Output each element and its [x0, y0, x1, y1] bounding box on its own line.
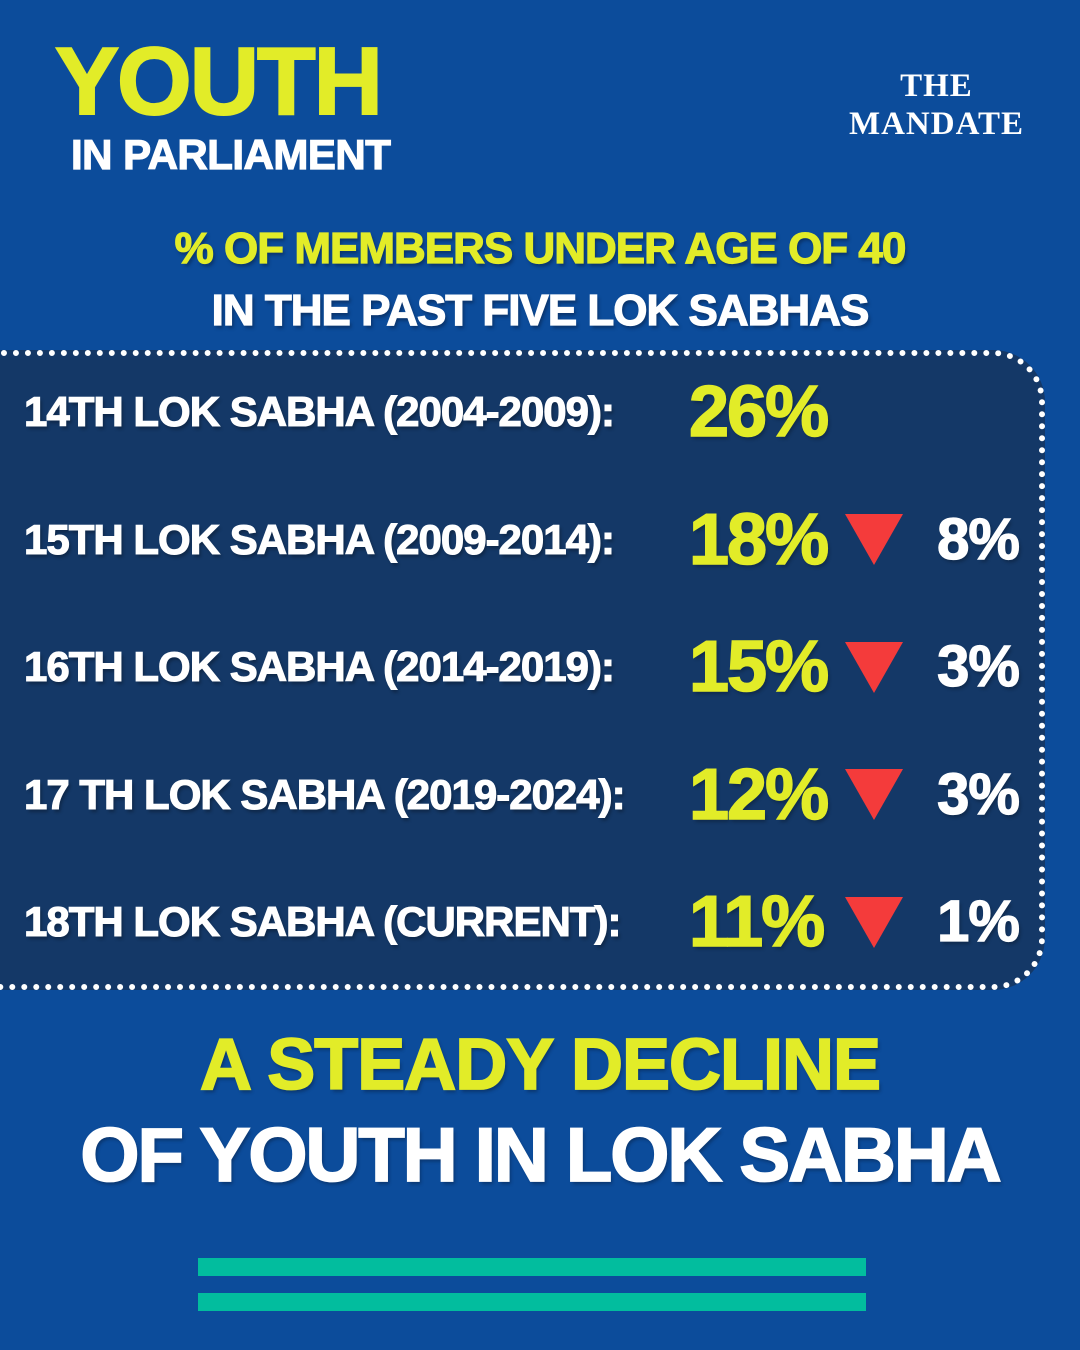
stat-values: 11% 1%: [688, 882, 1021, 962]
stat-value: 15%: [688, 627, 830, 707]
stat-value: 12%: [688, 754, 830, 835]
page-subtitle: IN PARLIAMENT: [70, 131, 391, 178]
stat-delta: 3%: [937, 761, 1021, 827]
stat-row: 15TH LOK SABHA (2009-2014): 18% 8%: [23, 499, 1021, 580]
brand-logo-line1: THE: [900, 68, 973, 104]
stat-row: 17 TH LOK SABHA (2019-2024): 12% 3%: [23, 754, 1021, 835]
stat-label: 14TH LOK SABHA (2004-2009):: [23, 387, 615, 435]
decline-triangle-icon: [845, 514, 903, 565]
divider-bar: [198, 1258, 866, 1276]
stats-panel: 14TH LOK SABHA (2004-2009): 26% 15TH LOK…: [0, 350, 1045, 990]
stat-values: 12% 3%: [688, 754, 1021, 835]
intro-subheading: IN THE PAST FIVE LOK SABHAS: [211, 285, 870, 335]
stat-label: 17 TH LOK SABHA (2019-2024):: [23, 770, 626, 818]
brand-logo-line2: MANDATE: [848, 105, 1024, 142]
brand-logo: THE MANDATE: [849, 68, 1024, 144]
stat-label: 18TH LOK SABHA (CURRENT):: [23, 897, 622, 945]
stat-label: 15TH LOK SABHA (2009-2014):: [23, 515, 615, 563]
decline-triangle-icon: [845, 896, 903, 948]
stat-delta: 1%: [937, 889, 1021, 954]
decline-triangle-icon: [845, 769, 903, 820]
intro-heading: % OF MEMBERS UNDER AGE OF 40: [174, 223, 907, 273]
stat-row: 16TH LOK SABHA (2014-2019): 15% 3%: [23, 627, 1021, 707]
stat-value: 11%: [688, 882, 826, 962]
footer-heading: A STEADY DECLINE: [199, 1024, 882, 1106]
stat-row: 14TH LOK SABHA (2004-2009): 26%: [23, 372, 1019, 452]
stat-values: 15% 3%: [688, 627, 1021, 707]
stat-value: 18%: [688, 499, 830, 580]
stat-values: 26%: [688, 372, 1019, 452]
intro-block: % OF MEMBERS UNDER AGE OF 40 IN THE PAST…: [0, 223, 1080, 336]
decline-triangle-icon: [845, 641, 903, 693]
page-title: YOUTH: [54, 28, 384, 135]
stat-delta: 8%: [937, 506, 1021, 572]
title-block: YOUTH IN PARLIAMENT: [54, 28, 391, 178]
footer-subheading: OF YOUTH IN LOK SABHA: [79, 1112, 1002, 1199]
stat-delta: 3%: [937, 634, 1021, 699]
divider-bar: [198, 1293, 866, 1311]
stat-value: 26%: [688, 372, 830, 452]
stat-label: 16TH LOK SABHA (2014-2019):: [23, 642, 615, 690]
stat-row: 18TH LOK SABHA (CURRENT): 11% 1%: [23, 882, 1021, 962]
stat-values: 18% 8%: [688, 499, 1021, 580]
